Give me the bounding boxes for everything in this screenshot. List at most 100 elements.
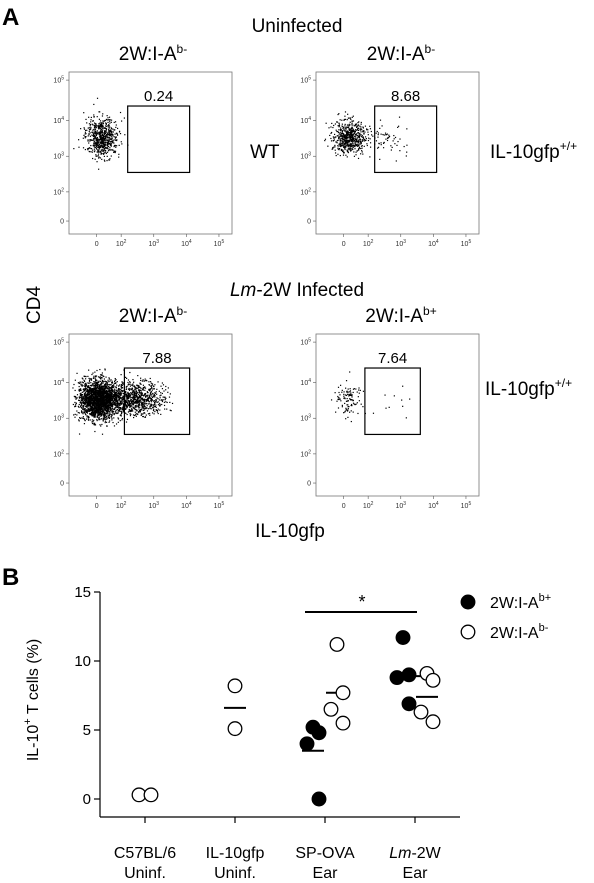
event-dot — [110, 392, 112, 395]
event-dot — [324, 138, 327, 140]
event-dot — [100, 401, 102, 403]
event-dot — [81, 394, 83, 396]
event-dot — [100, 124, 102, 126]
event-dot — [104, 119, 106, 122]
event-dot — [97, 141, 99, 143]
event-dot — [159, 397, 161, 399]
event-dot — [105, 134, 108, 136]
event-dot — [328, 127, 330, 129]
event-dot — [388, 134, 390, 136]
event-dot — [343, 142, 345, 144]
event-dot — [109, 410, 111, 412]
event-dot — [95, 399, 97, 401]
event-dot — [88, 396, 90, 398]
data-point — [425, 672, 441, 688]
event-dot — [352, 139, 354, 141]
event-dot — [82, 407, 85, 409]
event-dot — [101, 127, 103, 129]
event-dot — [144, 402, 146, 404]
event-dot — [136, 409, 138, 411]
event-dot — [362, 406, 364, 408]
event-dot — [342, 149, 344, 151]
event-dot — [129, 410, 131, 413]
y-tick-label: 0 — [60, 481, 64, 488]
event-dot — [93, 396, 96, 398]
event-dot — [345, 380, 348, 382]
event-dot — [113, 413, 115, 416]
event-dot — [117, 389, 120, 391]
event-dot — [346, 149, 348, 151]
event-dot — [354, 130, 357, 133]
event-dot — [85, 409, 87, 411]
event-dot — [125, 393, 127, 395]
event-dot — [111, 140, 113, 142]
event-dot — [167, 391, 169, 393]
event-dot — [102, 388, 104, 390]
event-dot — [122, 409, 124, 411]
event-dot — [92, 421, 94, 423]
event-dot — [114, 145, 117, 147]
event-dot — [107, 117, 109, 119]
event-dot — [105, 412, 107, 415]
event-dot — [101, 140, 103, 142]
event-dot — [83, 418, 85, 420]
event-dot — [101, 398, 104, 400]
event-dot — [85, 118, 87, 121]
event-dot — [110, 409, 113, 411]
event-dot — [91, 397, 94, 400]
event-dot — [158, 390, 160, 392]
event-dot — [155, 400, 157, 402]
event-dot — [347, 144, 349, 146]
event-dot — [121, 392, 123, 394]
event-dot — [351, 121, 353, 123]
event-dot — [97, 386, 99, 389]
event-dot — [154, 396, 156, 398]
event-dot — [99, 411, 102, 413]
event-dot — [86, 402, 88, 404]
event-dot — [391, 146, 393, 149]
event-dot — [118, 144, 120, 146]
event-dot — [349, 394, 352, 396]
event-dot — [98, 132, 100, 134]
event-dot — [132, 394, 134, 396]
event-dot — [110, 398, 112, 401]
event-dot — [346, 410, 349, 412]
event-dot — [390, 149, 392, 151]
event-dot — [118, 130, 121, 132]
event-dot — [117, 392, 119, 395]
event-dot — [334, 144, 336, 147]
y-tick-label: 103 — [53, 152, 64, 161]
event-dot — [80, 398, 83, 400]
event-dot — [129, 410, 131, 412]
gate-box — [374, 105, 438, 174]
event-dot — [341, 133, 343, 135]
event-dot — [111, 407, 113, 409]
event-dot — [346, 400, 348, 402]
event-dot — [346, 126, 348, 129]
event-dot — [144, 412, 146, 414]
event-dot — [162, 399, 164, 401]
event-dot — [99, 131, 101, 133]
event-dot — [97, 149, 99, 152]
y-tick-label: 103 — [53, 414, 64, 423]
x-tick-label: 102 — [116, 501, 127, 510]
event-dot — [121, 400, 123, 403]
event-dot — [362, 140, 364, 142]
event-dot — [397, 140, 399, 143]
event-dot — [142, 406, 145, 408]
event-dot — [124, 394, 126, 396]
event-dot — [351, 129, 353, 132]
event-dot — [340, 148, 342, 151]
event-dot — [84, 397, 86, 400]
event-dot — [105, 395, 107, 397]
event-dot — [144, 378, 146, 380]
event-dot — [122, 396, 124, 398]
event-dot — [106, 383, 108, 385]
event-dot — [88, 381, 91, 383]
event-dot — [94, 404, 96, 406]
event-dot — [95, 385, 97, 387]
event-dot — [103, 403, 106, 405]
event-dot — [130, 410, 132, 412]
event-dot — [375, 140, 378, 142]
event-dot — [108, 131, 110, 133]
